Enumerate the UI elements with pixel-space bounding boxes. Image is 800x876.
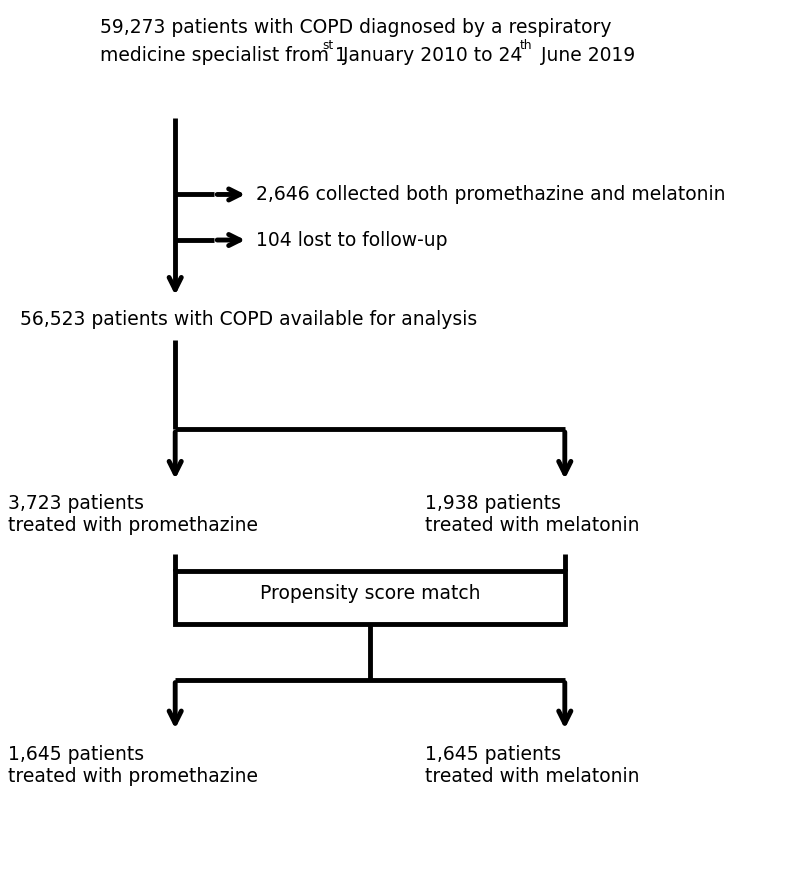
Text: 104 lost to follow-up: 104 lost to follow-up: [256, 230, 447, 250]
Text: 59,273 patients with COPD diagnosed by a respiratory: 59,273 patients with COPD diagnosed by a…: [100, 18, 611, 38]
Bar: [175, 571, 565, 624]
Text: st: st: [322, 39, 334, 52]
Text: 1,645 patients
treated with melatonin: 1,645 patients treated with melatonin: [425, 745, 639, 786]
Text: June 2019: June 2019: [535, 46, 635, 65]
Text: 1,938 patients
treated with melatonin: 1,938 patients treated with melatonin: [425, 494, 639, 535]
Text: medicine specialist from 1: medicine specialist from 1: [100, 46, 347, 65]
Text: th: th: [519, 39, 532, 52]
Text: 3,723 patients
treated with promethazine: 3,723 patients treated with promethazine: [8, 494, 258, 535]
Text: January 2010 to 24: January 2010 to 24: [337, 46, 522, 65]
Text: 56,523 patients with COPD available for analysis: 56,523 patients with COPD available for …: [20, 310, 478, 329]
Text: Propensity score match: Propensity score match: [260, 583, 480, 603]
Text: 2,646 collected both promethazine and melatonin: 2,646 collected both promethazine and me…: [256, 185, 726, 204]
Text: 1,645 patients
treated with promethazine: 1,645 patients treated with promethazine: [8, 745, 258, 786]
